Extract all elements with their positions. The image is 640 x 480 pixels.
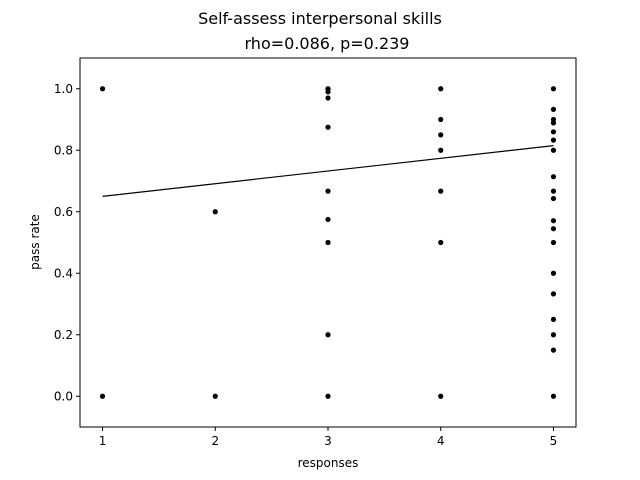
data-point: [212, 393, 218, 399]
data-point: [550, 332, 557, 338]
data-point: [99, 393, 106, 399]
x-axis: 1 2 3 4 5: [99, 427, 558, 448]
data-point: [325, 124, 331, 130]
data-point: [550, 347, 557, 353]
data-point: [550, 218, 557, 224]
data-point: [550, 291, 557, 297]
fit-line-layer: [102, 145, 554, 197]
data-point: [550, 106, 557, 112]
x-tick-label: 4: [437, 434, 445, 448]
data-point: [325, 89, 331, 95]
data-point: [325, 393, 331, 399]
data-point: [550, 86, 557, 92]
data-point: [550, 393, 557, 399]
chart-title: Self-assess interpersonal skills: [198, 9, 442, 28]
data-point: [550, 188, 557, 194]
data-point: [212, 209, 218, 215]
data-point: [438, 393, 444, 399]
data-point: [325, 239, 331, 246]
data-point: [325, 332, 331, 338]
y-tick-label: 0.6: [54, 205, 73, 219]
data-point: [438, 116, 444, 123]
regression-line: [102, 145, 554, 197]
data-point: [550, 226, 557, 232]
data-point: [99, 86, 106, 92]
data-point: [550, 129, 557, 135]
y-tick-label: 1.0: [54, 82, 73, 96]
x-tick-label: 3: [324, 434, 332, 448]
data-point: [550, 270, 557, 276]
y-axis: 0.0 0.2 0.4 0.6 0.8 1.0: [54, 82, 80, 403]
y-tick-label: 0.0: [54, 389, 73, 403]
data-point: [550, 120, 557, 126]
data-point: [438, 239, 444, 246]
data-point: [438, 188, 444, 194]
data-point: [438, 147, 444, 153]
chart-subtitle: rho=0.086, p=0.239: [245, 34, 410, 53]
data-point: [550, 174, 557, 180]
data-point: [550, 195, 557, 202]
data-point: [550, 147, 557, 153]
data-point: [438, 86, 444, 92]
data-point: [325, 216, 331, 223]
x-tick-label: 1: [99, 434, 107, 448]
data-point: [438, 132, 444, 138]
data-point: [325, 188, 331, 194]
y-tick-label: 0.2: [54, 328, 73, 342]
data-point: [550, 316, 557, 322]
data-point: [325, 95, 331, 101]
data-point: [550, 137, 557, 143]
y-tick-label: 0.4: [54, 266, 73, 280]
points-layer: [99, 86, 557, 399]
x-tick-label: 5: [550, 434, 558, 448]
x-axis-label: responses: [298, 456, 359, 470]
x-tick-label: 2: [211, 434, 219, 448]
data-point: [550, 239, 557, 246]
y-axis-label: pass rate: [28, 214, 42, 270]
y-tick-label: 0.8: [54, 143, 73, 157]
